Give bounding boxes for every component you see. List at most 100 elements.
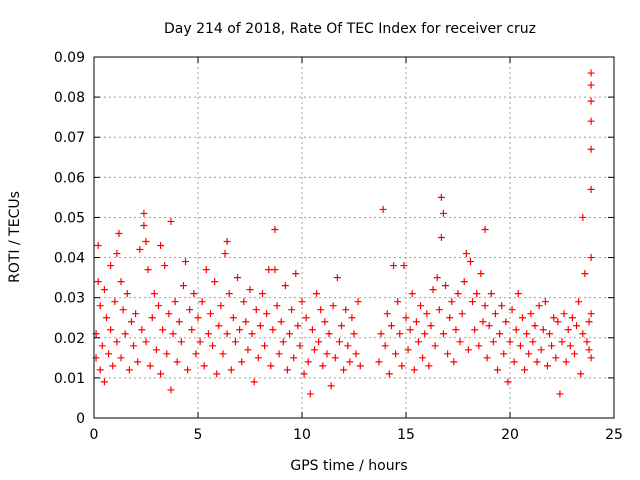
data-point [150,290,158,298]
data-point [506,338,514,346]
data-point [119,306,127,314]
data-point [460,278,468,286]
x-tick-label: 0 [90,427,99,443]
data-point [408,290,416,298]
y-tick-label: 0 [76,411,85,427]
data-point [113,250,121,258]
data-point [279,338,287,346]
data-point [535,302,543,310]
data-point [136,246,144,254]
data-point [319,362,327,370]
data-point [450,358,458,366]
data-point [186,306,194,314]
data-point [579,330,587,338]
y-tick-label: 0.08 [54,90,85,106]
data-point [96,366,104,374]
data-point [525,350,533,358]
data-point [315,338,323,346]
data-point [250,378,258,386]
data-point [171,298,179,306]
data-point [317,306,325,314]
data-point [562,358,570,366]
data-point [583,338,591,346]
data-point [105,350,113,358]
data-point [531,322,539,330]
data-point [271,266,279,274]
data-point [564,326,572,334]
data-point [254,354,262,362]
data-point [165,310,173,318]
data-point [379,205,387,213]
data-point [385,370,393,378]
data-point [148,314,156,322]
x-tick-label: 10 [293,427,311,443]
data-point [404,346,412,354]
data-point [587,117,595,125]
data-point [130,342,138,350]
data-point [471,326,479,334]
data-point [377,330,385,338]
data-point [533,358,541,366]
data-point [211,278,219,286]
data-point [462,250,470,258]
y-tick-label: 0.06 [54,170,85,186]
data-point [161,262,169,270]
data-point [390,262,398,270]
data-point [537,346,545,354]
data-point [387,322,395,330]
data-point [146,362,154,370]
data-point [342,306,350,314]
data-point [570,350,578,358]
data-point [202,266,210,274]
data-point [508,306,516,314]
data-point [568,314,576,322]
data-point [556,390,564,398]
data-point [281,282,289,290]
data-point [464,346,472,354]
data-point [94,242,102,250]
data-point [429,286,437,294]
data-point [400,262,408,270]
data-point [558,338,566,346]
data-point [304,358,312,366]
data-point [425,362,433,370]
data-point [269,326,277,334]
data-point [527,310,535,318]
data-point [448,298,456,306]
data-point [452,326,460,334]
data-point [354,298,362,306]
x-tick-label: 5 [194,427,203,443]
data-point [494,366,502,374]
data-point [227,366,235,374]
data-point [196,338,204,346]
data-point [252,306,260,314]
data-point [152,346,160,354]
data-point [275,350,283,358]
data-point [546,330,554,338]
data-point [273,302,281,310]
data-point [375,358,383,366]
data-point [541,298,549,306]
data-point [469,298,477,306]
data-point [435,306,443,314]
data-point [300,370,308,378]
data-point [113,338,121,346]
data-point [421,330,429,338]
data-point [200,362,208,370]
data-point [587,310,595,318]
data-point [566,342,574,350]
data-point [392,350,400,358]
data-point [123,290,131,298]
data-point [115,229,123,237]
data-point [491,310,499,318]
data-point [286,330,294,338]
data-point [479,318,487,326]
data-point [516,342,524,350]
data-points [92,69,595,398]
data-point [396,330,404,338]
data-point [414,338,422,346]
data-point [481,225,489,233]
data-point [498,302,506,310]
data-point [198,298,206,306]
data-point [581,270,589,278]
